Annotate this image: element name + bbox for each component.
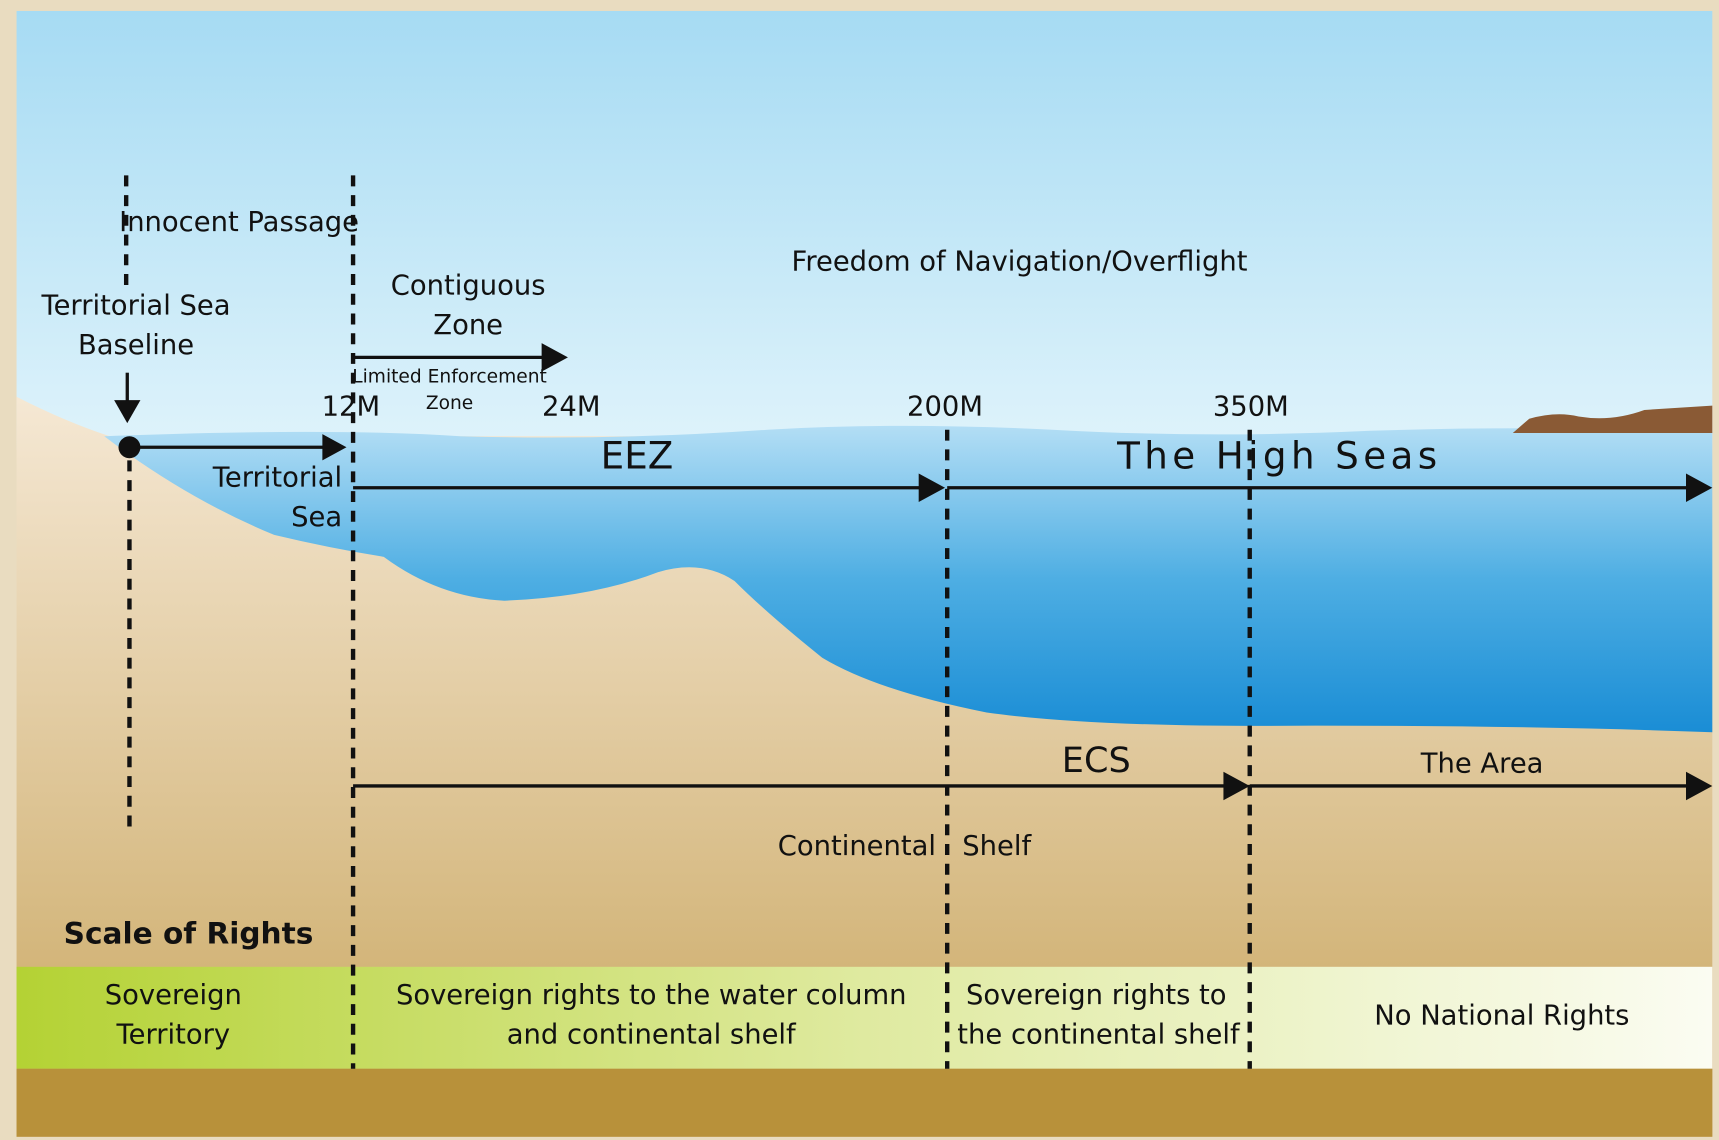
label: Contiguous (391, 271, 546, 302)
zone-label: EEZ (601, 434, 674, 478)
label: Zone (433, 310, 503, 341)
label: Zone (426, 393, 473, 414)
zone-label: The Area (1420, 749, 1544, 780)
zone-label: Continental Shelf (778, 831, 1033, 862)
label: Limited Enforcement (352, 367, 547, 388)
rights-cell: No National Rights (1374, 1001, 1629, 1032)
label: Baseline (78, 330, 194, 361)
zone-label: The High Seas (1116, 434, 1441, 478)
rights-cell: Sovereign (105, 980, 242, 1011)
zone-label: Sea (291, 502, 342, 533)
distance-label: 200M (907, 391, 983, 422)
page: Innocent Passage Territorial Sea Baselin… (0, 0, 1719, 1140)
rights-cell: and continental shelf (507, 1019, 797, 1050)
rights-cell: Territory (116, 1019, 231, 1050)
maritime-zones-diagram: Innocent Passage Territorial Sea Baselin… (0, 0, 1719, 1140)
bedrock (17, 1069, 1713, 1137)
label: Freedom of Navigation/Overflight (792, 247, 1248, 278)
label: Territorial Sea (40, 290, 230, 321)
distance-label: 12M (322, 391, 381, 422)
label: Innocent Passage (119, 207, 359, 238)
rights-cell: Sovereign rights to (966, 980, 1227, 1011)
section-title: Scale of Rights (64, 917, 314, 951)
distance-label: 350M (1213, 391, 1289, 422)
rights-cell: the continental shelf (957, 1019, 1241, 1050)
zone-label: ECS (1062, 740, 1131, 781)
distance-label: 24M (542, 391, 601, 422)
zone-label: Territorial (212, 463, 342, 494)
rights-cell: Sovereign rights to the water column (396, 980, 907, 1011)
